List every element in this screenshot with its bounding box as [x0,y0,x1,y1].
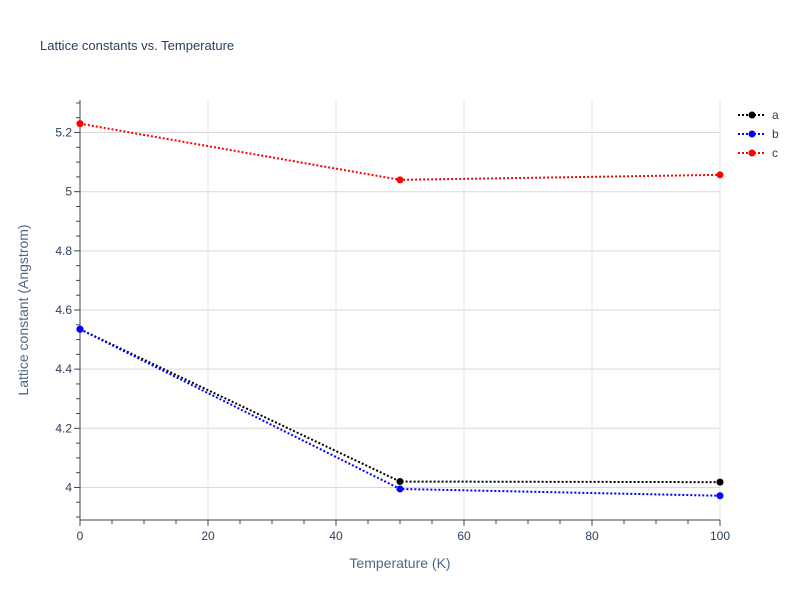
y-axis-ticks: 4 4.2 4.4 4.6 4.8 5 5.2 [55,126,72,495]
y-tick-label: 5.2 [55,126,72,140]
series-line-b [79,328,721,497]
data-point-c[interactable] [396,176,404,184]
x-tick-label: 100 [710,529,730,543]
x-tick-label: 20 [201,529,215,543]
legend-label: b [772,127,779,141]
y-tick-label: 5 [65,185,72,199]
legend-label: c [772,146,778,160]
y-tick-label: 4.2 [55,421,72,435]
series-line-a [79,328,721,484]
legend-label: a [772,108,779,122]
legend[interactable]: abc [738,108,779,160]
x-axis-title: Temperature (K) [349,555,450,571]
data-point-c[interactable] [76,120,84,128]
data-point-a[interactable] [396,478,404,486]
y-tick-label: 4.6 [55,303,72,317]
y-tick-label: 4 [65,480,72,494]
chart-title: Lattice constants vs. Temperature [40,38,234,53]
data-point-b[interactable] [716,492,724,500]
legend-item-c[interactable]: c [738,146,778,160]
legend-item-a[interactable]: a [738,108,779,122]
series-group [76,120,724,500]
data-point-a[interactable] [716,478,724,486]
series-c [76,120,724,184]
grid [80,100,721,520]
x-tick-label: 60 [457,529,471,543]
x-tick-label: 40 [329,529,343,543]
y-axis-title: Lattice constant (Angstrom) [15,224,31,395]
series-b [76,325,724,500]
x-tick-label: 0 [77,529,84,543]
axes [74,100,721,526]
data-point-b[interactable] [76,325,84,333]
y-tick-label: 4.4 [55,362,72,376]
series-a [76,325,724,486]
data-point-c[interactable] [716,171,724,179]
legend-item-b[interactable]: b [738,127,779,141]
x-axis-ticks: 0 20 40 60 80 100 [77,529,731,543]
x-tick-label: 80 [585,529,599,543]
legend-marker [748,111,756,119]
data-point-b[interactable] [396,485,404,493]
legend-marker [748,130,756,138]
legend-marker [748,149,756,157]
y-tick-label: 4.8 [55,244,72,258]
